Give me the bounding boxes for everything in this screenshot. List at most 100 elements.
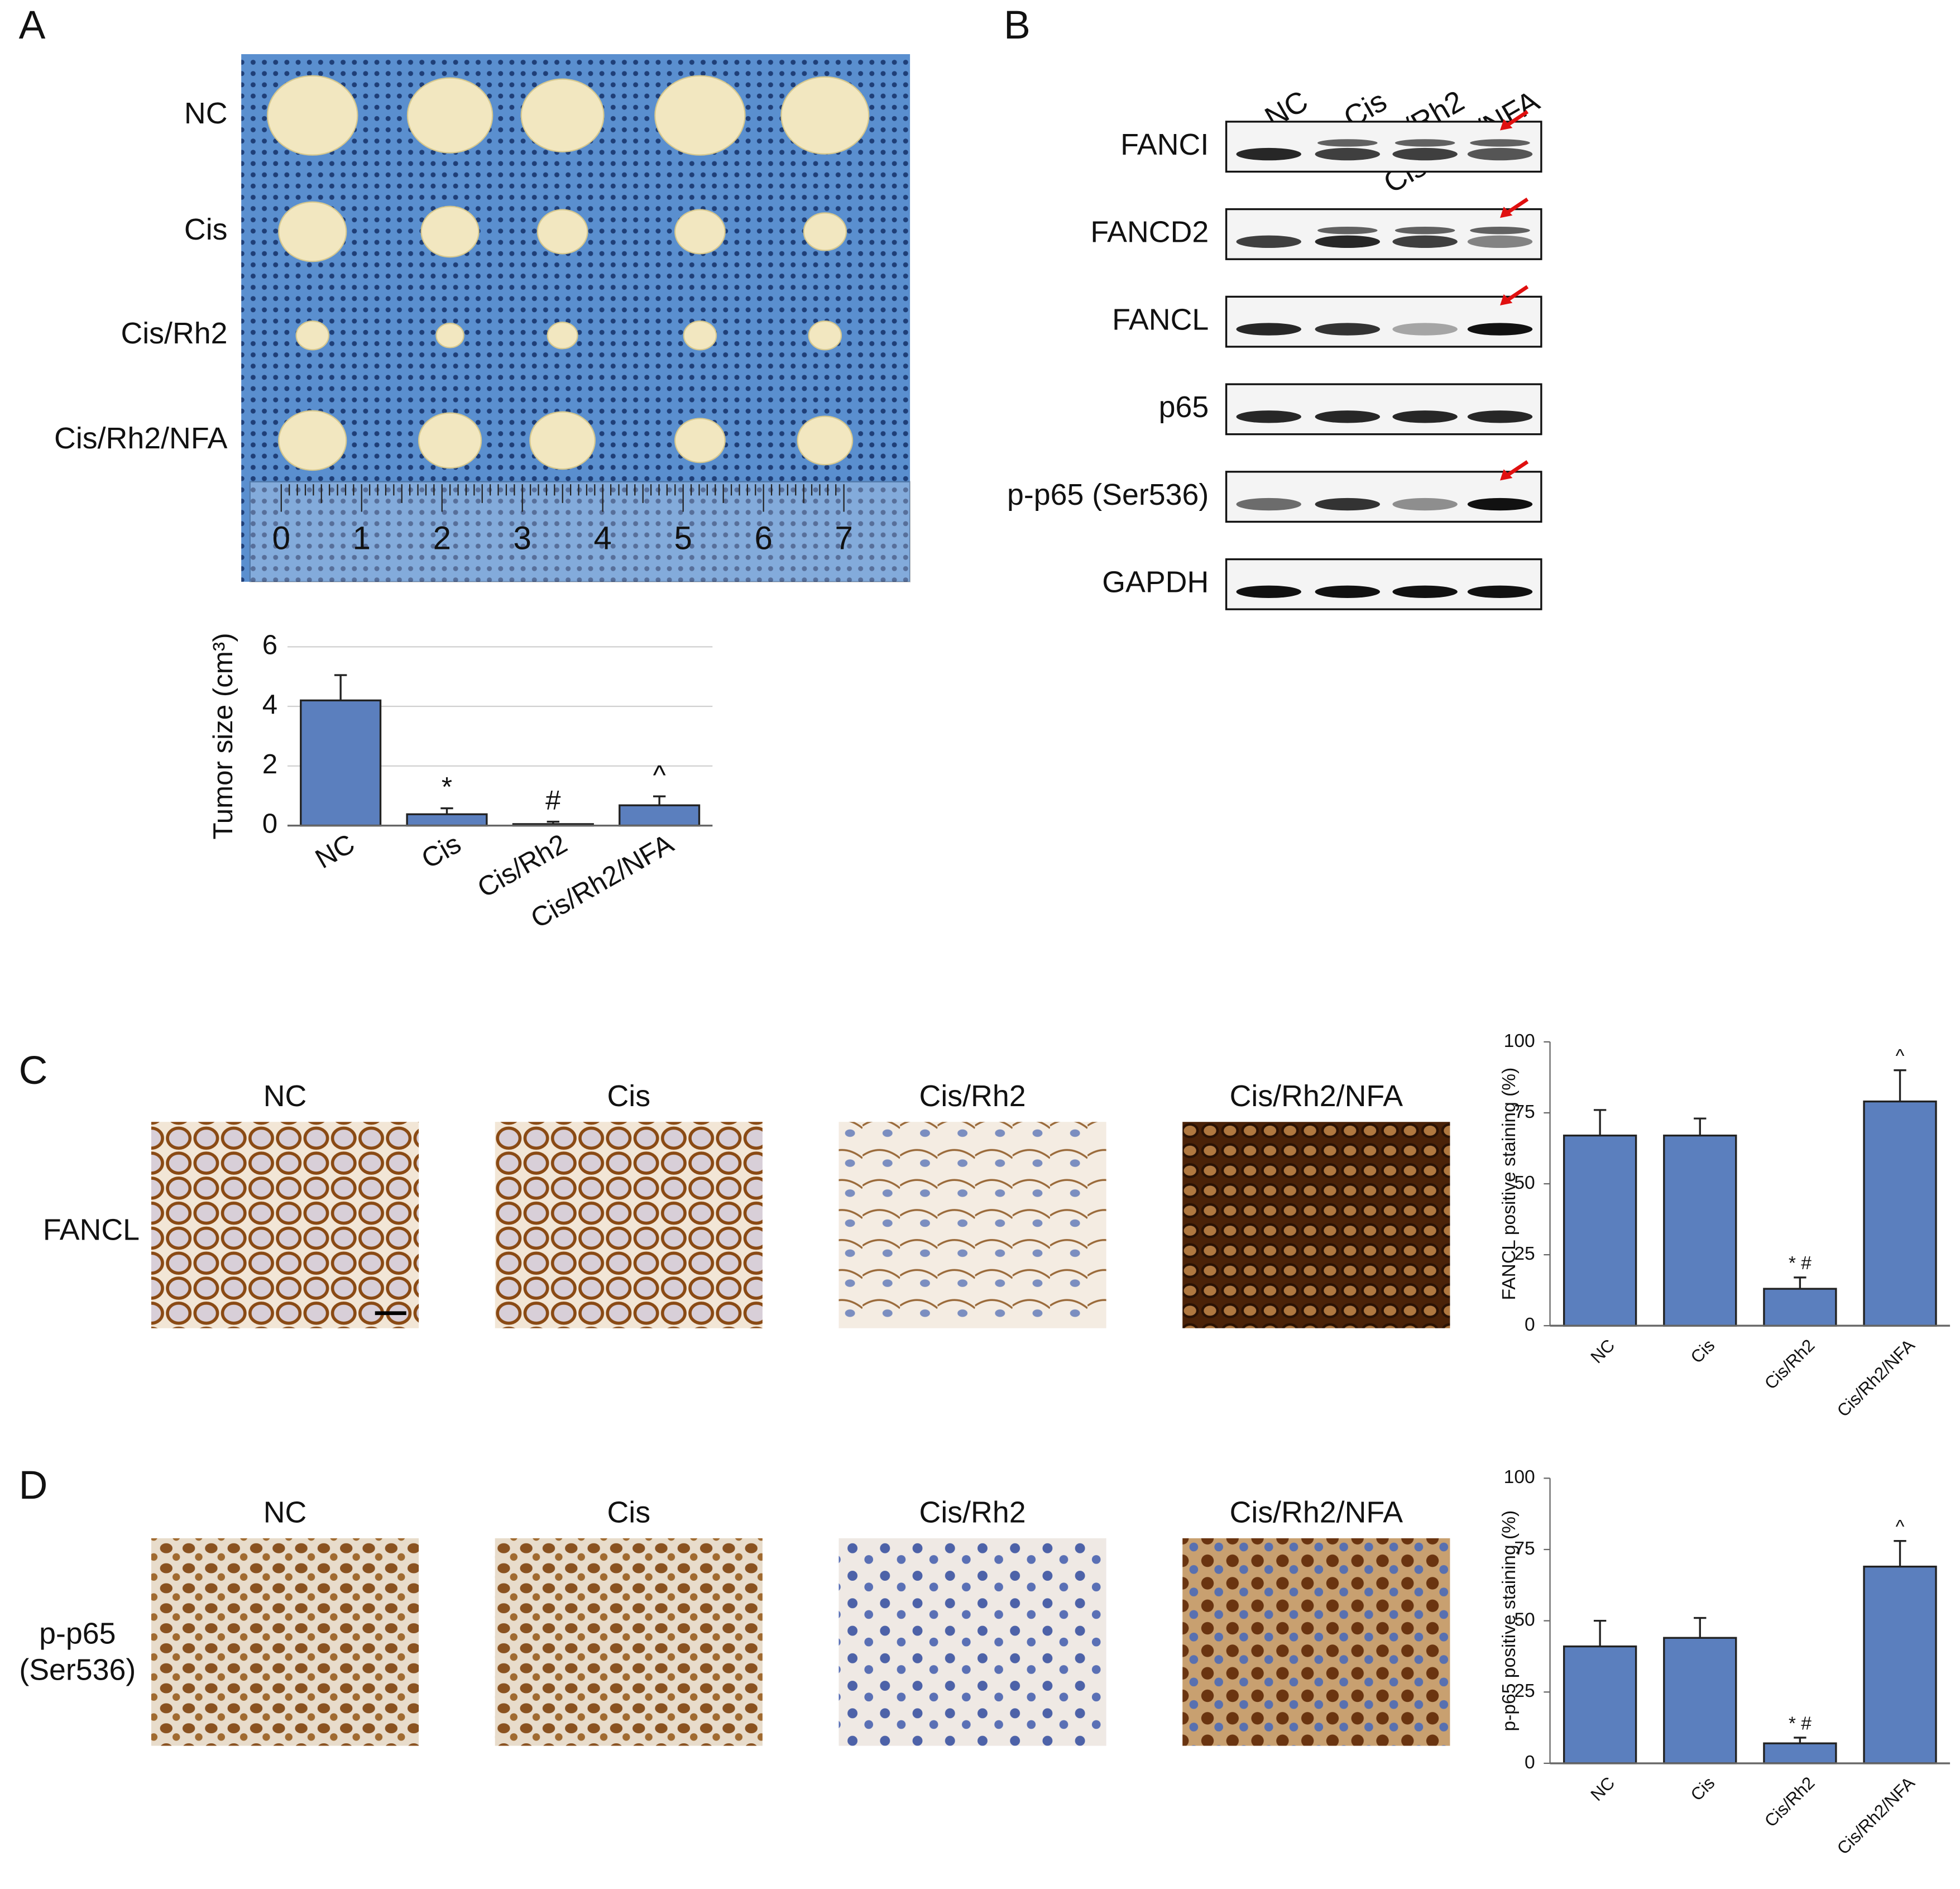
annotation: ^ [1896,1517,1905,1537]
tumor [654,75,746,156]
y-axis-label: p-p65 positive staining (%) [1499,1510,1520,1732]
x-tick-label: NC [1587,1773,1619,1805]
arrow-head [1499,469,1513,481]
band [1315,410,1381,423]
band [1315,235,1381,248]
y-tick-label: 4 [262,689,277,720]
row-label: FANCL [43,1213,140,1246]
bar [1563,1134,1637,1327]
column-label: NC [263,1079,307,1113]
band [1236,585,1301,598]
error-bar [1593,1109,1607,1136]
y-axis-label: Tumor size (cm³) [208,633,238,839]
band [1392,323,1458,336]
row-label: Cis [184,213,228,246]
bar [1763,1742,1837,1764]
error-bar [1593,1619,1607,1647]
y-tick-label: 75 [1514,1102,1535,1122]
annotation: * # [1789,1253,1812,1274]
bar [1863,1100,1937,1327]
band [1394,226,1455,235]
row-label: p-p65 [39,1617,116,1651]
blot-box [1225,121,1542,173]
bar [619,804,701,827]
blot-box [1225,558,1542,610]
error-bar [1894,1539,1906,1567]
band [1315,498,1381,511]
ruler-label: 6 [754,520,772,556]
panel-label: B [1004,3,1031,47]
tumor [406,77,493,154]
tumor [797,415,854,466]
band [1315,147,1381,161]
row-label: NC [184,97,228,130]
tumor [418,412,482,469]
protein-label: FANCL [1112,303,1209,336]
annotation: ^ [1896,1046,1905,1067]
ruler-label: 5 [674,520,692,556]
band [1317,139,1378,147]
tumor [803,212,847,251]
band [1236,323,1301,336]
band [1467,410,1533,423]
band [1236,235,1301,248]
tumor [529,411,596,470]
blot-box [1225,295,1542,348]
ruler-label: 1 [353,520,371,556]
protein-label: FANCD2 [1090,216,1209,249]
y-tick-label: 100 [1504,1031,1535,1051]
column-label: NC [263,1495,307,1529]
error-bar [1894,1069,1906,1102]
band [1467,585,1533,598]
band [1392,585,1458,598]
band [1392,498,1458,511]
column-label: Cis/Rh2/NFA [1230,1495,1403,1529]
bar [1763,1288,1837,1327]
band [1467,498,1533,511]
y-tick-label: 0 [262,809,277,839]
y-tick-label: 2 [262,749,277,779]
band [1467,235,1533,248]
protein-label: FANCI [1120,128,1209,161]
annotation: # [545,785,561,816]
row-label: (Ser536) [19,1653,136,1687]
tumor [267,75,358,156]
tumor [674,418,726,463]
ruler [249,481,911,583]
error-bar [1794,1276,1806,1289]
protein-label: p-p65 (Ser536) [1007,478,1209,511]
protein-label: p65 [1159,390,1209,424]
tumor [435,322,464,348]
tumor [683,321,717,351]
y-tick-label: 25 [1514,1244,1535,1264]
bar [1663,1637,1737,1764]
band [1467,323,1533,336]
tumor [520,78,605,152]
column-label: Cis/Rh2 [919,1079,1026,1113]
x-tick-label: Cis/Rh2 [1761,1336,1819,1394]
x-tick-label: Cis [1687,1773,1719,1805]
band [1470,226,1530,235]
x-tick-label: Cis [416,828,466,874]
tumor [420,205,480,258]
y-tick-label: 50 [1514,1609,1535,1630]
tumor [278,201,347,262]
band [1392,147,1458,161]
band [1394,139,1455,147]
band [1236,147,1301,161]
band [1236,498,1301,511]
blot-box [1225,383,1542,436]
y-tick-label: 100 [1504,1467,1535,1488]
ruler-label: 7 [835,520,852,556]
bar [1863,1565,1937,1764]
tumor [536,209,588,255]
band [1315,323,1381,336]
x-tick-label: Cis/Rh2/NFA [1833,1336,1919,1421]
x-tick-label: Cis/Rh2 [1761,1773,1819,1831]
row-label: Cis/Rh2 [121,317,227,350]
y-axis-label: FANCL positive staining (%) [1499,1068,1520,1300]
protein-label: GAPDH [1102,566,1209,599]
tumor [278,410,347,471]
band [1467,147,1533,161]
